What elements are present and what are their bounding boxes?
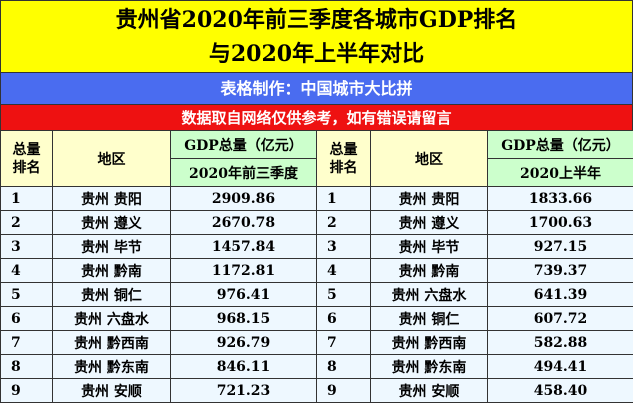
rank-cell: 7 (316, 330, 371, 355)
region-cell: 贵州 黔南 (370, 258, 488, 283)
gdp-cell: 458.40 (487, 378, 633, 403)
gdp-cell: 1700.63 (487, 210, 633, 235)
rank-cell: 1 (316, 186, 371, 211)
data-row: 3 贵州 毕节 1457.84 3 贵州 毕节 927.15 (0, 234, 633, 259)
region-cell: 贵州 六盘水 (370, 282, 488, 307)
gdp-cell: 926.79 (170, 330, 317, 355)
region-cell: 贵州 毕节 (52, 234, 171, 259)
rank-cell: 6 (316, 306, 371, 331)
data-row: 5 贵州 铜仁 976.41 5 贵州 六盘水 641.39 (0, 282, 633, 307)
data-row: 7 贵州 黔西南 926.79 7 贵州 黔西南 582.88 (0, 330, 633, 355)
gdp-cell: 721.23 (170, 378, 317, 403)
data-row: 4 贵州 黔南 1172.81 4 贵州 黔南 739.37 (0, 258, 633, 283)
region-cell: 贵州 黔东南 (52, 354, 171, 379)
data-row: 2 贵州 遵义 2670.78 2 贵州 遵义 1700.63 (0, 210, 633, 235)
data-row: 8 贵州 黔东南 846.11 8 贵州 黔东南 494.41 (0, 354, 633, 379)
title: 贵州省2020年前三季度各城市GDP排名 与2020年上半年对比 (0, 0, 633, 72)
region-cell: 贵州 安顺 (52, 378, 171, 403)
gdp-cell: 582.88 (487, 330, 633, 355)
gdp-cell: 1172.81 (170, 258, 317, 283)
title-line: 贵州省2020年前三季度各城市GDP排名 (115, 7, 518, 33)
region-cell: 贵州 贵阳 (370, 186, 488, 211)
maker: 表格制作：中国城市大比拼 (0, 72, 633, 104)
rank-cell: 5 (316, 282, 371, 307)
gdp-cell: 976.41 (170, 282, 317, 307)
header-row: 总量 排名 地区 GDP总量（亿元） 总量 排名 地区 GDP总量（亿元） (0, 130, 633, 187)
data-row: 9 贵州 安顺 721.23 9 贵州 安顺 458.40 (0, 378, 633, 403)
region-cell: 贵州 遵义 (370, 210, 488, 235)
gdp-cell: 494.41 (487, 354, 633, 379)
rank-cell: 8 (0, 354, 53, 379)
rank-cell: 5 (0, 282, 53, 307)
header-text: 总量 (329, 141, 358, 158)
region-cell: 贵州 黔西南 (370, 330, 488, 355)
gdp-cell: 2670.78 (170, 210, 317, 235)
region-cell: 贵州 黔西南 (52, 330, 171, 355)
gdp-cell: 1833.66 (487, 186, 633, 211)
rank-cell: 1 (0, 186, 53, 211)
rank-cell: 3 (316, 234, 371, 259)
region-cell: 贵州 黔东南 (370, 354, 488, 379)
rank-cell: 4 (316, 258, 371, 283)
gdp-table: 总量 排名 地区 GDP总量（亿元） 总量 排名 地区 GDP总量（亿元） 2020… (0, 130, 633, 403)
region-cell: 贵州 安顺 (370, 378, 488, 403)
rank-cell: 9 (316, 378, 371, 403)
header-text: 排名 (329, 159, 358, 176)
rank-cell: 8 (316, 354, 371, 379)
gdp-cell: 927.15 (487, 234, 633, 259)
rank-cell: 2 (0, 210, 53, 235)
header-cell: 总量 排名 (316, 130, 371, 187)
region-cell: 贵州 六盘水 (52, 306, 171, 331)
rank-cell: 2 (316, 210, 371, 235)
data-row: 6 贵州 六盘水 968.15 6 贵州 铜仁 607.72 (0, 306, 633, 331)
header-cell: 2020上半年 (487, 158, 633, 187)
rank-cell: 4 (0, 258, 53, 283)
gdp-cell: 2909.86 (170, 186, 317, 211)
header-cell: GDP总量（亿元） (170, 130, 317, 159)
header-text: 排名 (12, 159, 41, 176)
rank-cell: 3 (0, 234, 53, 259)
region-cell: 贵州 毕节 (370, 234, 488, 259)
header-cell: GDP总量（亿元） (487, 130, 633, 159)
gdp-cell: 739.37 (487, 258, 633, 283)
rank-cell: 9 (0, 378, 53, 403)
gdp-cell: 968.15 (170, 306, 317, 331)
header-cell: 2020年前三季度 (170, 158, 317, 187)
region-cell: 贵州 遵义 (52, 210, 171, 235)
region-cell: 贵州 贵阳 (52, 186, 171, 211)
gdp-cell: 1457.84 (170, 234, 317, 259)
gdp-cell: 607.72 (487, 306, 633, 331)
header-cell: 地区 (52, 130, 171, 187)
rank-cell: 7 (0, 330, 53, 355)
region-cell: 贵州 铜仁 (370, 306, 488, 331)
title-line: 与2020年上半年对比 (208, 41, 425, 67)
rank-cell: 6 (0, 306, 53, 331)
header-text: 总量 (12, 141, 41, 158)
gdp-cell: 641.39 (487, 282, 633, 307)
gdp-cell: 846.11 (170, 354, 317, 379)
note: 数据取自网络仅供参考，如有错误请留言 (0, 104, 633, 130)
region-cell: 贵州 铜仁 (52, 282, 171, 307)
header-cell: 地区 (370, 130, 488, 187)
data-row: 1 贵州 贵阳 2909.86 1 贵州 贵阳 1833.66 (0, 186, 633, 211)
header-cell: 总量 排名 (0, 130, 53, 187)
region-cell: 贵州 黔南 (52, 258, 171, 283)
